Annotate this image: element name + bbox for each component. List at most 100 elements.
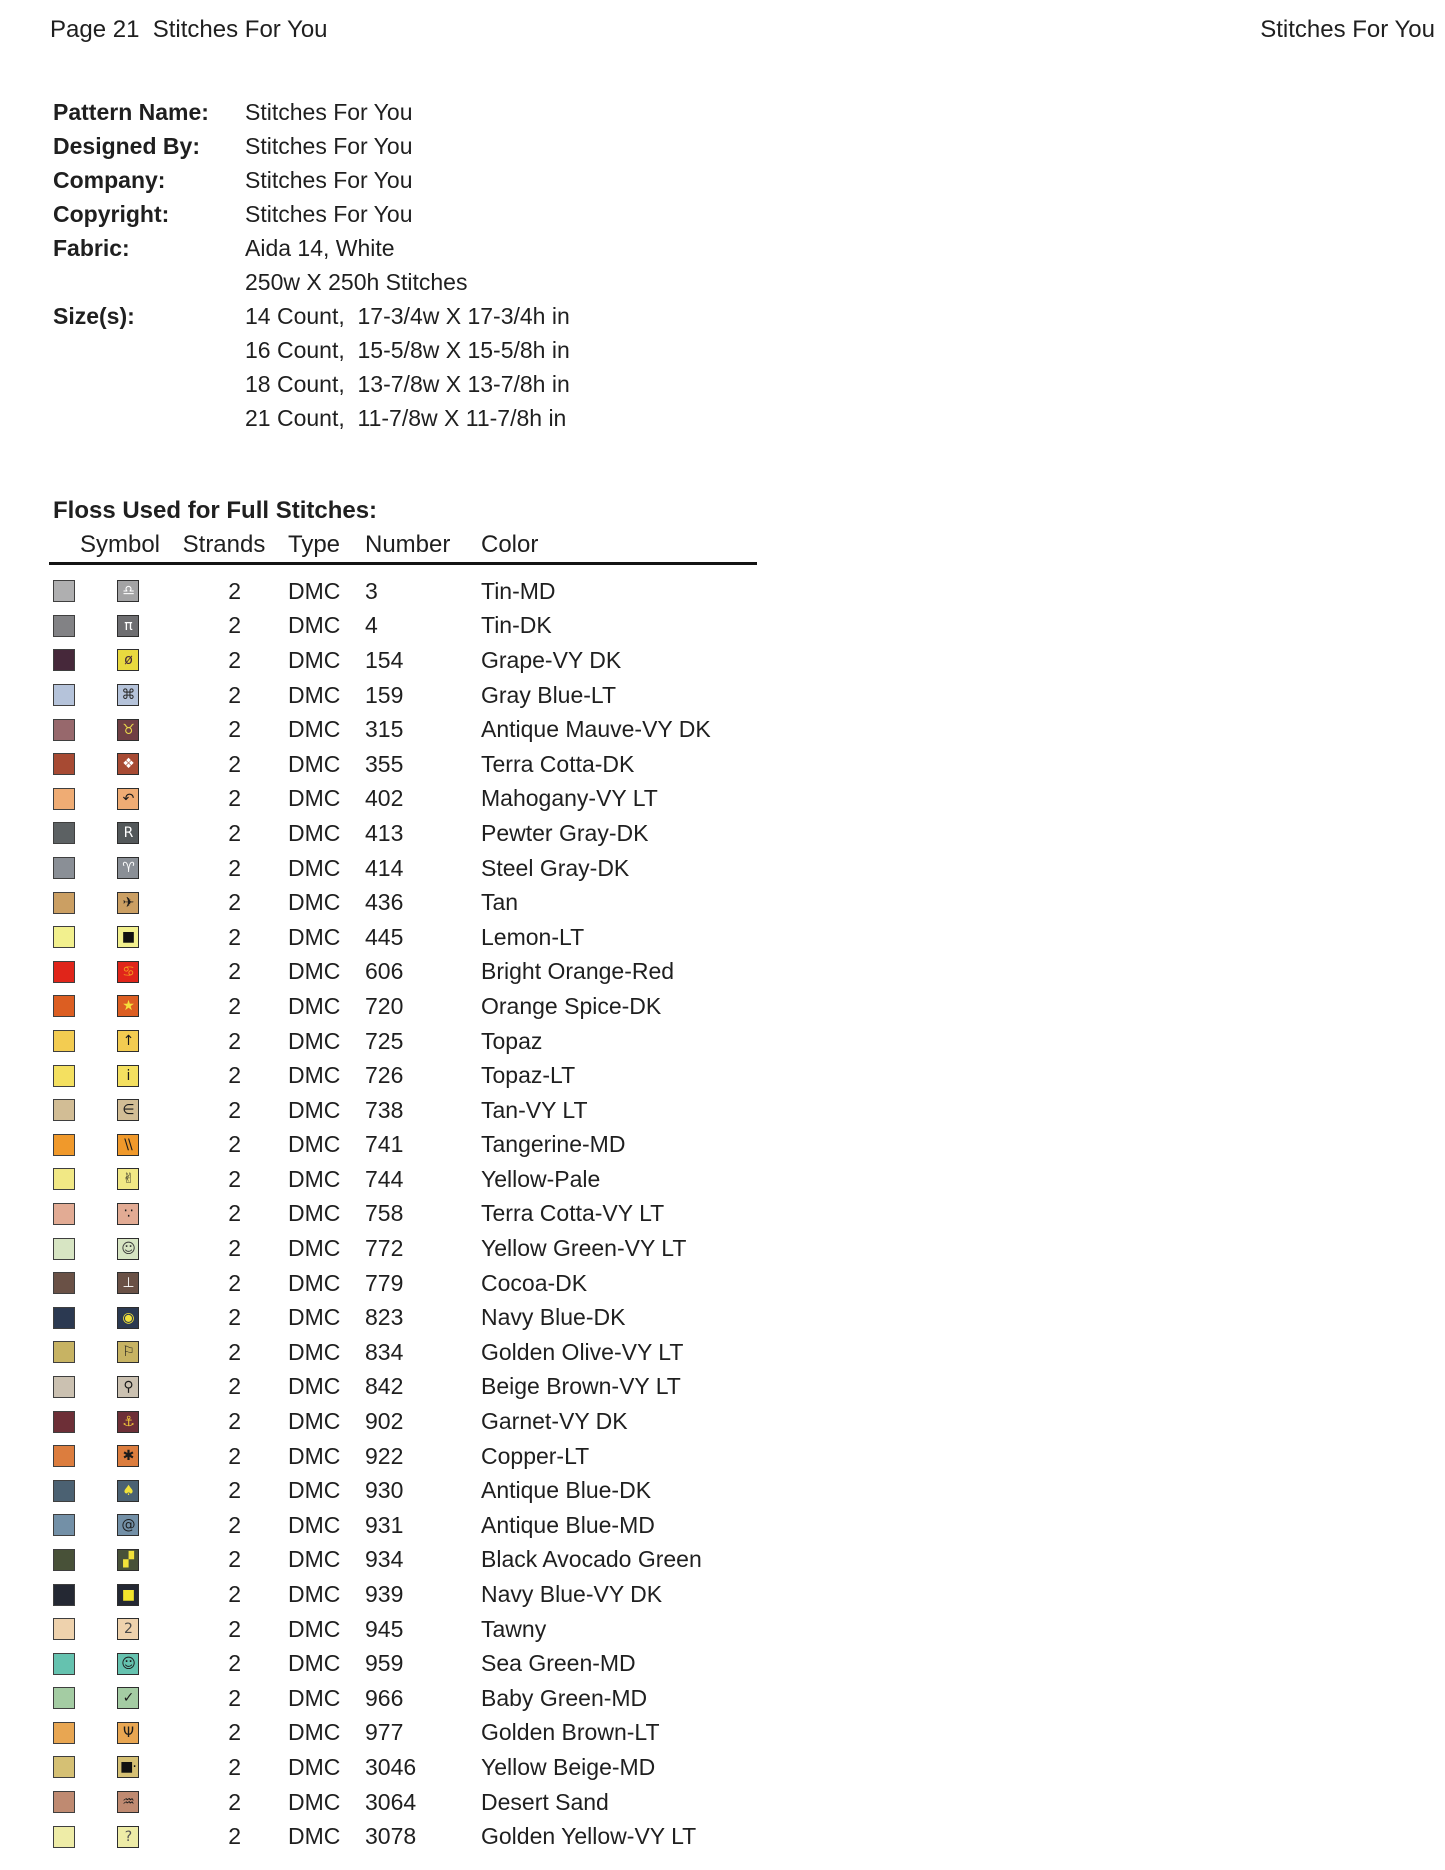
symbol-swatch: ☺ bbox=[117, 1652, 139, 1675]
type-cell: DMC bbox=[288, 1165, 341, 1192]
color-name-cell: Antique Blue-DK bbox=[481, 1477, 652, 1504]
symbol-swatch: ★ bbox=[117, 995, 139, 1018]
strands-cell: 2 bbox=[228, 1408, 241, 1435]
symbol-swatch: ⊥ bbox=[117, 1272, 139, 1295]
color-name-cell: Steel Gray-DK bbox=[481, 854, 630, 881]
info-label: Company: bbox=[53, 166, 166, 193]
strands-cell: 2 bbox=[228, 1650, 241, 1677]
strands-cell: 2 bbox=[228, 1131, 241, 1158]
strands-cell: 2 bbox=[228, 681, 241, 708]
symbol-swatch: 2 bbox=[117, 1618, 139, 1641]
color-name-cell: Tin-DK bbox=[481, 612, 552, 639]
color-name-cell: Copper-LT bbox=[481, 1442, 590, 1469]
page-header-left: Page 21 Stitches For You bbox=[50, 16, 328, 43]
anchor-icon: ⚓ bbox=[122, 1413, 135, 1430]
floss-row: Ψ 2 DMC 977 Golden Brown-LT bbox=[0, 1716, 1445, 1751]
floss-row: ∵ 2 DMC 758 Terra Cotta-VY LT bbox=[0, 1197, 1445, 1232]
strands-cell: 2 bbox=[228, 1338, 241, 1365]
color-name-cell: Golden Brown-LT bbox=[481, 1719, 660, 1746]
floss-row: ♒ 2 DMC 3064 Desert Sand bbox=[0, 1785, 1445, 1820]
floss-row: ✱ 2 DMC 922 Copper-LT bbox=[0, 1439, 1445, 1474]
number-cell: 779 bbox=[365, 1269, 404, 1296]
type-cell: DMC bbox=[288, 681, 341, 708]
color-swatch bbox=[53, 1410, 75, 1433]
strands-cell: 2 bbox=[228, 889, 241, 916]
info-value: Stitches For You bbox=[245, 166, 413, 193]
color-swatch bbox=[53, 1618, 75, 1641]
symbol-swatch: ∈ bbox=[117, 1099, 139, 1122]
floss-row: ✓ 2 DMC 966 Baby Green-MD bbox=[0, 1681, 1445, 1716]
color-name-cell: Tan bbox=[481, 889, 519, 916]
cancer-icon: ♋ bbox=[122, 963, 135, 980]
strands-cell: 2 bbox=[228, 1269, 241, 1296]
floss-row: ◉ 2 DMC 823 Navy Blue-DK bbox=[0, 1300, 1445, 1335]
color-swatch bbox=[53, 684, 75, 707]
floss-row: π 2 DMC 4 Tin-DK bbox=[0, 609, 1445, 644]
type-cell: DMC bbox=[288, 958, 341, 985]
type-cell: DMC bbox=[288, 716, 341, 743]
number-cell: 966 bbox=[365, 1684, 404, 1711]
color-name-cell: Mahogany-VY LT bbox=[481, 785, 658, 812]
color-name-cell: Orange Spice-DK bbox=[481, 992, 662, 1019]
number-cell: 931 bbox=[365, 1511, 404, 1538]
type-cell: DMC bbox=[288, 577, 341, 604]
symbol-swatch: \\ bbox=[117, 1133, 139, 1156]
symbol-swatch: ↶ bbox=[117, 787, 139, 810]
color-swatch bbox=[53, 1341, 75, 1364]
symbol-swatch: ▞ bbox=[117, 1548, 139, 1571]
strands-cell: 2 bbox=[228, 1753, 241, 1780]
strands-cell: 2 bbox=[228, 923, 241, 950]
type-cell: DMC bbox=[288, 1650, 341, 1677]
smiley-icon: ☺ bbox=[121, 1655, 136, 1672]
strands-cell: 2 bbox=[228, 716, 241, 743]
element-of-icon: ∈ bbox=[122, 1102, 134, 1119]
number-cell: 977 bbox=[365, 1719, 404, 1746]
number-cell: 3078 bbox=[365, 1823, 417, 1850]
floss-row: R 2 DMC 413 Pewter Gray-DK bbox=[0, 816, 1445, 851]
command-icon: ⌘ bbox=[121, 687, 136, 704]
four-diamonds-icon: ❖ bbox=[122, 756, 135, 773]
color-name-cell: Tan-VY LT bbox=[481, 1096, 588, 1123]
number-cell: 413 bbox=[365, 819, 404, 846]
number-cell: 355 bbox=[365, 750, 404, 777]
type-cell: DMC bbox=[288, 646, 341, 673]
floss-row: ❖ 2 DMC 355 Terra Cotta-DK bbox=[0, 747, 1445, 782]
strands-cell: 2 bbox=[228, 992, 241, 1019]
floss-row: 2 2 DMC 945 Tawny bbox=[0, 1612, 1445, 1647]
symbol-swatch: π bbox=[117, 614, 139, 637]
color-swatch bbox=[53, 960, 75, 983]
type-cell: DMC bbox=[288, 1304, 341, 1331]
aries-icon: ♈ bbox=[122, 860, 135, 877]
floss-row: ■ 2 DMC 445 Lemon-LT bbox=[0, 920, 1445, 955]
strands-cell: 2 bbox=[228, 1096, 241, 1123]
color-swatch bbox=[53, 1133, 75, 1156]
number-cell: 445 bbox=[365, 923, 404, 950]
symbol-swatch: ø bbox=[117, 649, 139, 672]
info-row: 250w X 250h Stitches bbox=[0, 265, 1445, 299]
symbol-swatch: ∵ bbox=[117, 1202, 139, 1225]
floss-row: ✌ 2 DMC 744 Yellow-Pale bbox=[0, 1162, 1445, 1197]
color-swatch bbox=[53, 1721, 75, 1744]
info-row: Fabric: Aida 14, White bbox=[0, 231, 1445, 265]
number-cell: 315 bbox=[365, 716, 404, 743]
color-swatch bbox=[53, 1375, 75, 1398]
number-cell: 945 bbox=[365, 1615, 404, 1642]
color-name-cell: Navy Blue-VY DK bbox=[481, 1581, 663, 1608]
number-cell: 934 bbox=[365, 1546, 404, 1573]
type-cell: DMC bbox=[288, 1269, 341, 1296]
strands-cell: 2 bbox=[228, 1477, 241, 1504]
floss-row: ♎ 2 DMC 3 Tin-MD bbox=[0, 574, 1445, 609]
info-row: 16 Count, 15-5/8w X 15-5/8h in bbox=[0, 333, 1445, 367]
column-header-symbol: Symbol bbox=[79, 531, 161, 558]
strands-cell: 2 bbox=[228, 1581, 241, 1608]
symbol-swatch: ◉ bbox=[117, 1306, 139, 1329]
floss-row: ↑ 2 DMC 725 Topaz bbox=[0, 1024, 1445, 1059]
number-cell: 414 bbox=[365, 854, 404, 881]
floss-row: ? 2 DMC 3078 Golden Yellow-VY LT bbox=[0, 1819, 1445, 1854]
strands-cell: 2 bbox=[228, 577, 241, 604]
at-sign-icon: @ bbox=[121, 1517, 136, 1534]
floss-row: ↶ 2 DMC 402 Mahogany-VY LT bbox=[0, 782, 1445, 817]
number-cell: 159 bbox=[365, 681, 404, 708]
info-row: Copyright: Stitches For You bbox=[0, 197, 1445, 231]
strands-cell: 2 bbox=[228, 854, 241, 881]
